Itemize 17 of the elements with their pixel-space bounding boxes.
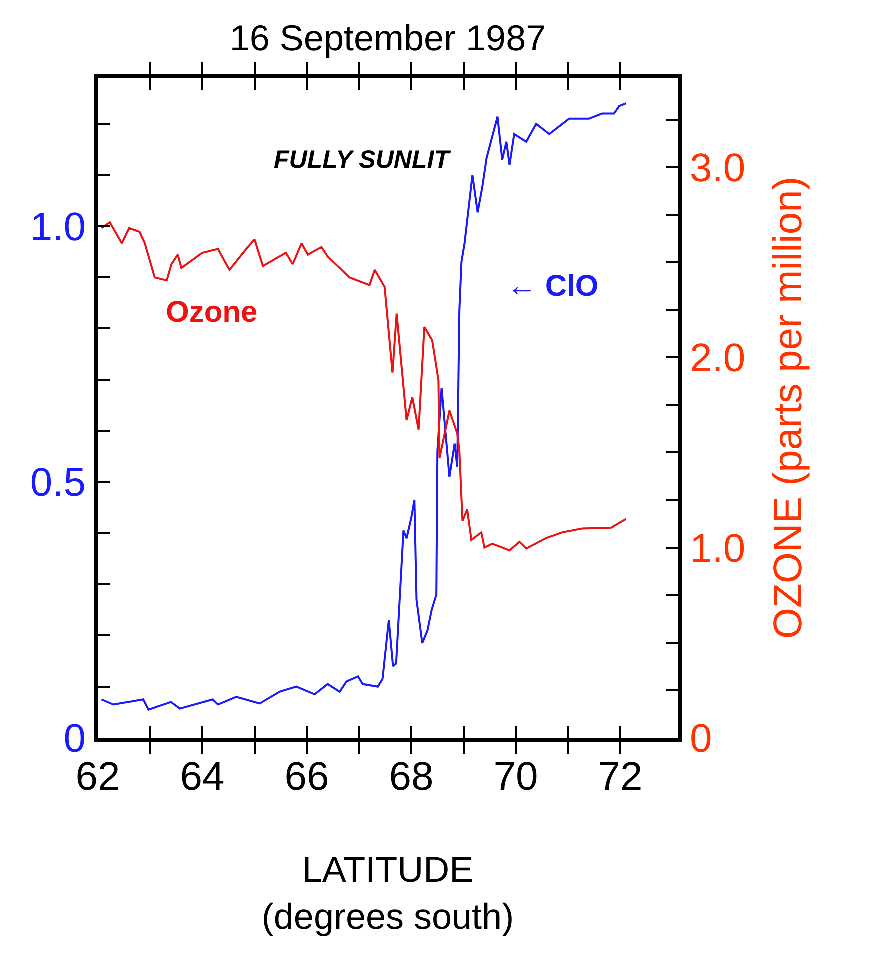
x-tick-label: 68 [389,755,434,799]
y-tick-label: 0.5 [30,461,86,506]
y2-tick-label: 0 [690,717,712,761]
x-axis-title: LATITUDE (degrees south) [262,849,514,937]
x-tick-label: 64 [180,755,225,799]
series-label: Ozone [166,296,258,329]
x-tick-label: 66 [284,755,330,799]
y2-axis-title: OZONE (parts per million) [766,176,811,640]
chart-title: 16 September 1987 [230,18,546,59]
y2-tick-label: 3.0 [690,146,746,190]
y-tick-label: 1.0 [30,205,86,250]
y2-tick-label: 2.0 [690,336,746,381]
x-tick-label: 72 [598,755,643,799]
x-tick-label: 70 [494,755,538,799]
annotation: FULLY SUNLIT [274,146,452,174]
series-label: ← ClO [507,270,599,303]
y2-tick-label: 1.0 [690,526,746,571]
